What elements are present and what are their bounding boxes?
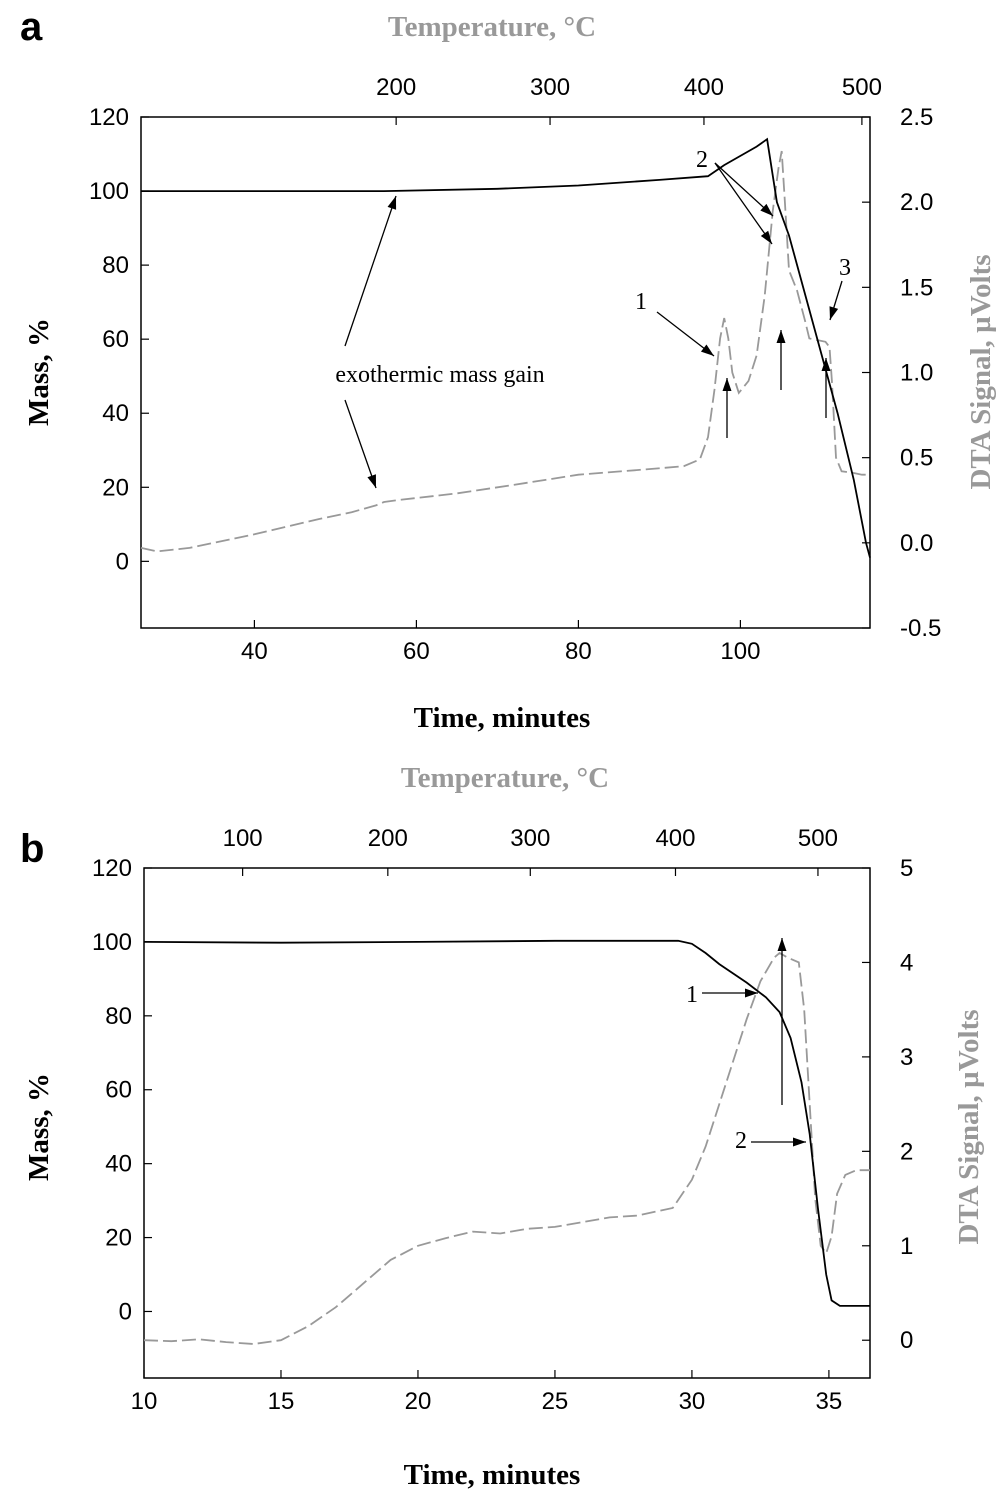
- annotation-label-1: 1: [635, 289, 647, 315]
- panel-b-dta-series: [143, 951, 870, 1345]
- y-tick-label: 100: [89, 178, 129, 205]
- panel-b-y-axis-title: Mass, %: [23, 1073, 55, 1181]
- y2-tick-label: 3: [900, 1044, 913, 1071]
- panel-b-ticks: 10 15 20 25 30 35 0 20 40 60 80 100 120 0 1 2 3 4 5 100 200 3…: [92, 825, 913, 1415]
- arrow-peak-2-mass: [714, 162, 774, 217]
- panel-a-arrows: [344, 162, 843, 489]
- panel-a-temperature-title: Temperature, °C: [388, 11, 596, 43]
- x-tick-label: 25: [542, 1388, 569, 1415]
- y-tick-label: 0: [119, 1298, 132, 1325]
- annotation-label-3: 3: [839, 255, 851, 281]
- x2-tick-label: 200: [376, 74, 416, 101]
- panel-a-x-axis-title: Time, minutes: [414, 702, 591, 734]
- x-tick-label: 80: [565, 638, 592, 665]
- x-tick-label: 20: [405, 1388, 432, 1415]
- x-tick-label: 40: [241, 638, 268, 665]
- panel-a-y2-axis-title: DTA Signal, µVolts: [965, 254, 997, 489]
- arrow-up-1: [722, 378, 732, 438]
- x-tick-label: 60: [403, 638, 430, 665]
- arrow-up-3: [821, 358, 831, 418]
- y2-tick-label: 2.0: [900, 189, 933, 216]
- y-tick-label: 80: [105, 1003, 132, 1030]
- y2-tick-label: 4: [900, 949, 913, 976]
- annotation-label-2: 2: [735, 1128, 747, 1154]
- y2-tick-label: 1: [900, 1233, 913, 1260]
- y-tick-label: 80: [102, 252, 129, 279]
- y2-tick-label: 0.5: [900, 445, 933, 472]
- arrow-peak-1: [656, 311, 715, 357]
- x2-tick-label: 100: [223, 825, 263, 852]
- x2-tick-label: 200: [368, 825, 408, 852]
- arrow-peak-2-dta: [714, 162, 773, 245]
- x2-tick-label: 500: [798, 825, 838, 852]
- x-tick-label: 35: [816, 1388, 843, 1415]
- panel-b-mass-series: [143, 939, 870, 1307]
- y2-tick-label: -0.5: [900, 615, 941, 642]
- y-tick-label: 40: [105, 1151, 132, 1178]
- y2-tick-label: 2: [900, 1138, 913, 1165]
- panel-b-letter: b: [20, 827, 44, 871]
- x-tick-label: 30: [679, 1388, 706, 1415]
- x2-tick-label: 400: [684, 74, 724, 101]
- y-tick-label: 20: [102, 474, 129, 501]
- y-tick-label: 60: [102, 326, 129, 353]
- x2-tick-label: 400: [655, 825, 695, 852]
- arrow-up-2: [776, 330, 786, 390]
- panel-b-y2-axis-title: DTA Signal, µVolts: [953, 1009, 985, 1244]
- x-tick-label: 15: [268, 1388, 295, 1415]
- annotation-label-1: 1: [686, 982, 698, 1008]
- y-tick-label: 40: [102, 400, 129, 427]
- y-tick-label: 0: [116, 548, 129, 575]
- y2-tick-label: 1.0: [900, 360, 933, 387]
- panel-a-ticks: 40 60 80 100 0 20 40 60 80 100 120 -0.5 0.0 0.5 1.0 1.5…: [89, 74, 941, 665]
- annotation-label-2: 2: [696, 147, 708, 173]
- panel-b-temperature-title: Temperature, °C: [401, 762, 609, 794]
- y2-tick-label: 0.0: [900, 530, 933, 557]
- panel-a-letter: a: [20, 5, 43, 49]
- panel-b-arrows: [702, 938, 806, 1147]
- y2-tick-label: 1.5: [900, 274, 933, 301]
- panel-b-annotations: 1 2: [686, 982, 747, 1154]
- arrow-peak-1: [702, 988, 758, 998]
- y-tick-label: 120: [92, 855, 132, 882]
- panel-b: b Temperature, °C Time, minutes Mass, % …: [20, 762, 985, 1491]
- panel-a: a Temperature, °C Time, minutes Mass, % …: [20, 5, 997, 734]
- arrow-peak-3: [829, 280, 843, 321]
- annotation-exothermic-mass-gain: exothermic mass gain: [335, 362, 544, 388]
- panel-a-y-axis-title: Mass, %: [23, 318, 55, 426]
- y2-tick-label: 0: [900, 1327, 913, 1354]
- x-tick-label: 100: [720, 638, 760, 665]
- arrow-exothermic-mass: [344, 195, 397, 347]
- panel-a-mass-series: [141, 137, 871, 558]
- panel-a-annotations: exothermic mass gain 1 2 3: [335, 147, 851, 388]
- x-tick-label: 10: [131, 1388, 158, 1415]
- panel-b-x-axis-title: Time, minutes: [404, 1459, 581, 1491]
- x2-tick-label: 500: [842, 74, 882, 101]
- y2-tick-label: 5: [900, 855, 913, 882]
- y-tick-label: 120: [89, 104, 129, 131]
- y-tick-label: 60: [105, 1077, 132, 1104]
- y2-tick-label: 2.5: [900, 104, 933, 131]
- y-tick-label: 100: [92, 929, 132, 956]
- panel-a-dta-series: [140, 150, 870, 553]
- arrow-peak-2: [751, 1137, 806, 1147]
- panel-b-plot-frame: [143, 867, 871, 1379]
- x2-tick-label: 300: [510, 825, 550, 852]
- y-tick-label: 20: [105, 1225, 132, 1252]
- arrow-exothermic-dta: [344, 399, 377, 489]
- x2-tick-label: 300: [530, 74, 570, 101]
- arrow-up-peak: [777, 938, 787, 1105]
